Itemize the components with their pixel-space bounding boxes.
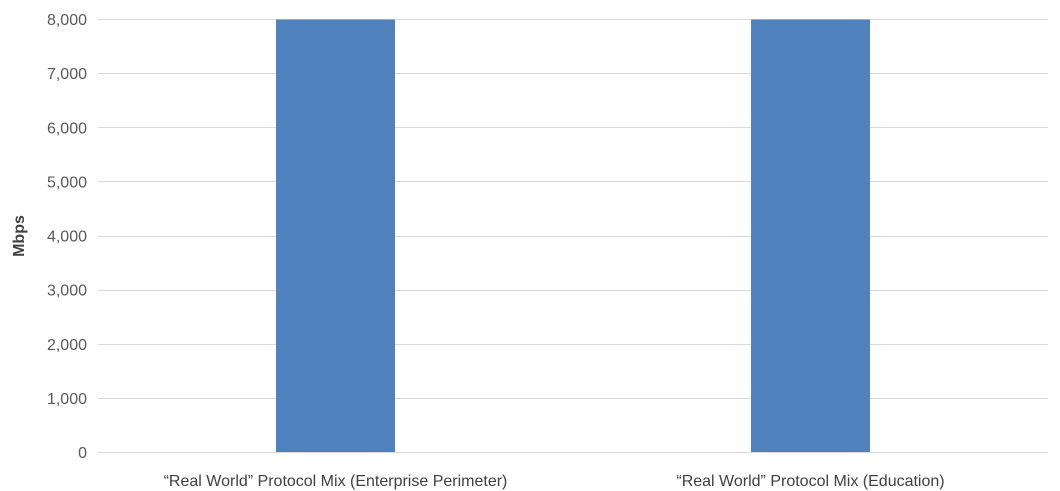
y-tick-label: 3,000 [47,283,87,300]
y-tick-label: 1,000 [47,391,87,408]
y-axis-tick-labels: 0 1,000 2,000 3,000 4,000 5,000 6,000 7,000 8,00… [47,12,87,462]
y-tick-label: 0 [78,445,87,462]
y-tick-label: 5,000 [47,174,87,191]
bar [751,19,870,452]
x-category-label: “Real World” Protocol Mix (Enterprise Pe… [164,473,508,490]
x-axis-category-labels: “Real World” Protocol Mix (Enterprise Pe… [164,473,945,490]
gridlines [98,19,1048,453]
x-category-label: “Real World” Protocol Mix (Education) [676,473,944,490]
y-tick-label: 8,000 [47,12,87,29]
y-tick-label: 6,000 [47,120,87,137]
y-tick-label: 4,000 [47,229,87,246]
y-axis-title: Mbps [11,215,28,257]
y-tick-label: 2,000 [47,337,87,354]
bars [276,19,870,452]
y-tick-label: 7,000 [47,66,87,83]
bar [276,19,395,452]
